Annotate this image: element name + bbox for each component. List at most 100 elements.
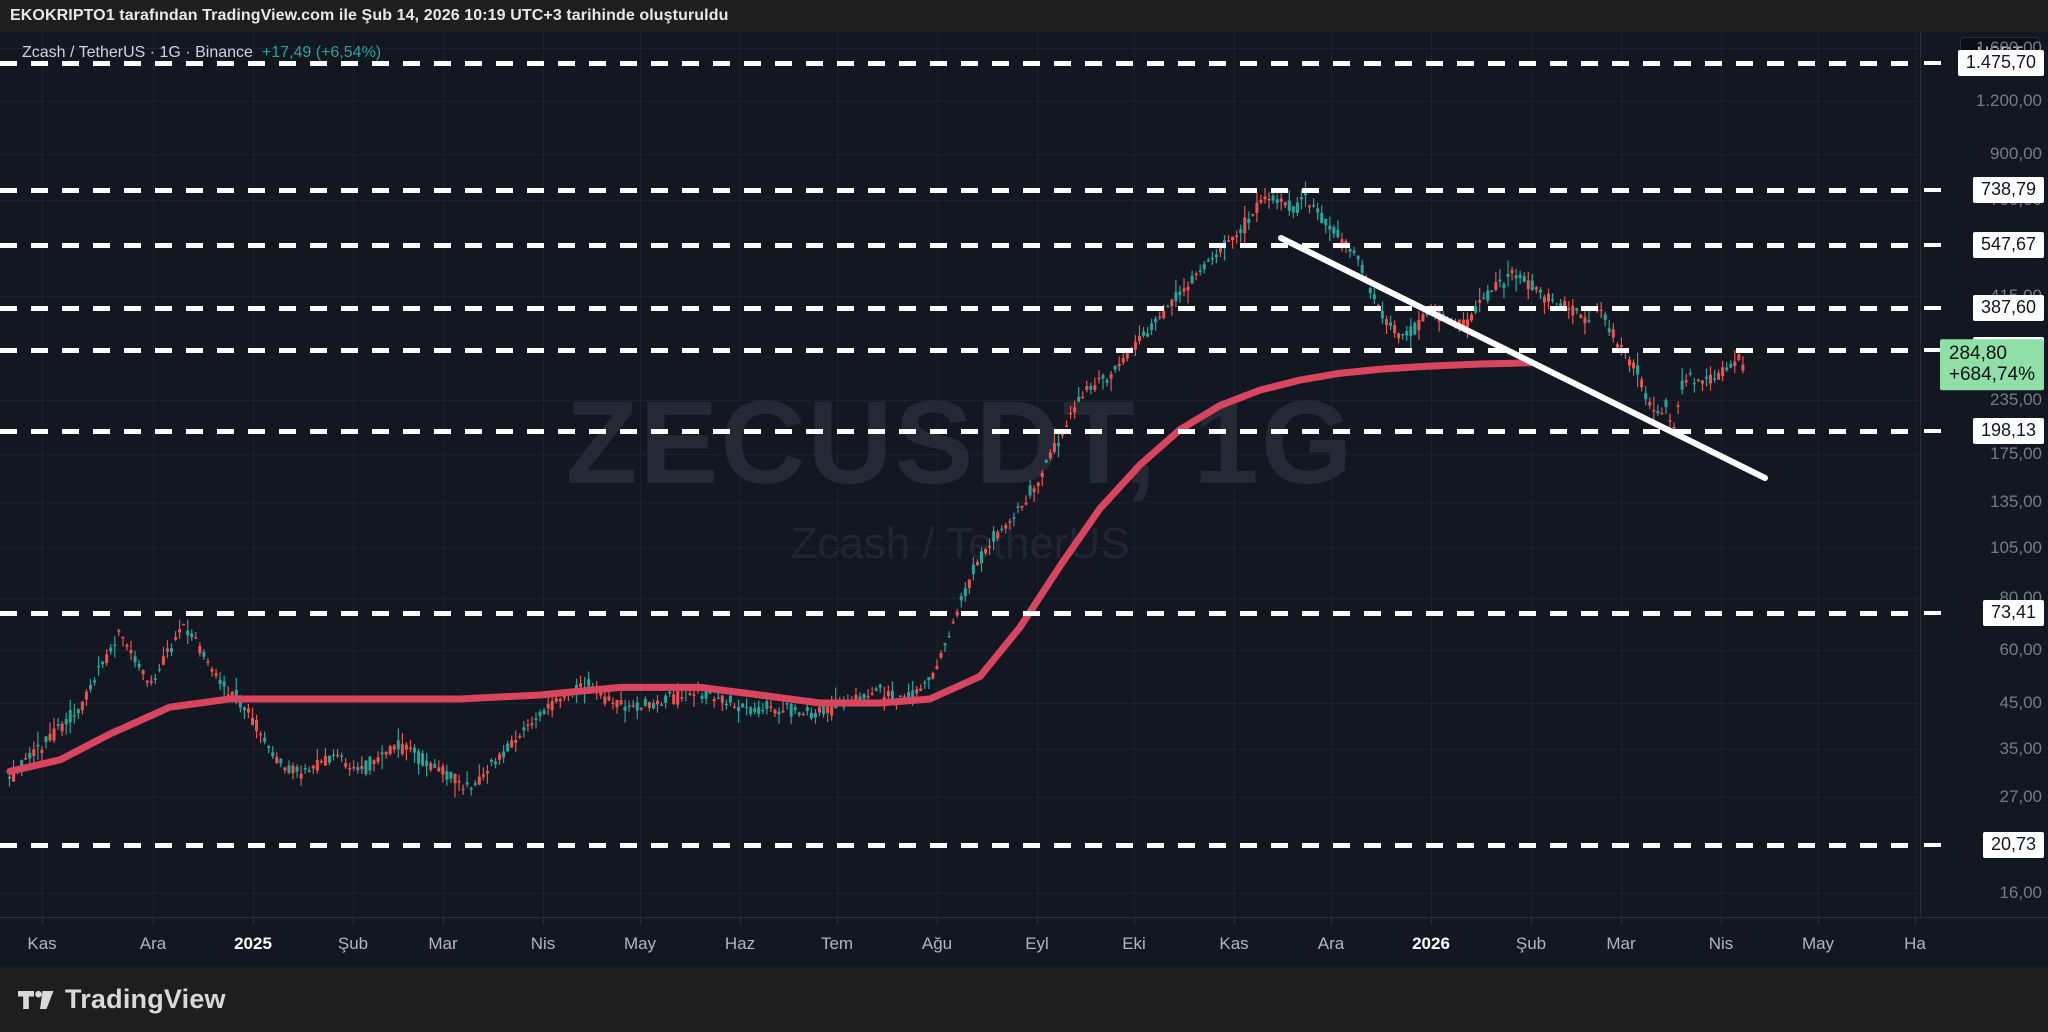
time-axis-separator [253, 918, 254, 925]
candle-body [1243, 217, 1247, 234]
candle-body [1109, 374, 1113, 379]
price-level-line[interactable] [0, 843, 1920, 849]
legend-symbol-title: Zcash / TetherUS · 1G · Binance [22, 44, 253, 61]
candle-body [575, 685, 578, 691]
time-axis-separator [1621, 918, 1622, 925]
candle-body [761, 709, 765, 712]
candle-body [404, 744, 408, 750]
time-axis-tick: Kas [1219, 934, 1249, 953]
price-level-tag[interactable]: 387,60 [1972, 295, 2044, 322]
grid-line-vertical [1721, 32, 1722, 917]
candle-body [660, 704, 664, 707]
price-level-tag[interactable]: 198,13 [1972, 418, 2044, 445]
candle-body [1279, 198, 1283, 202]
candle-body [1385, 319, 1388, 326]
grid-line-horizontal [0, 892, 1920, 894]
candle-body [797, 712, 801, 715]
candle-body [1542, 296, 1546, 303]
price-level-line[interactable] [0, 242, 1920, 248]
price-axis[interactable]: USDT 1.600,001.200,00900,00700,00415,002… [1920, 32, 2048, 917]
candle-body [801, 714, 805, 716]
candle-body [1583, 317, 1587, 324]
candle-body [716, 697, 720, 700]
price-level-line[interactable] [0, 611, 1920, 617]
candle-body [656, 700, 659, 705]
candle-body [1498, 279, 1502, 282]
candle-body [1684, 380, 1688, 383]
price-level-tag[interactable]: 20,73 [1982, 832, 2044, 859]
candle-body [40, 749, 44, 754]
candle-body [417, 751, 421, 765]
candle-body [1214, 254, 1218, 258]
candle-body [170, 648, 173, 653]
candle-body [1660, 413, 1664, 415]
time-axis[interactable]: Kas Ara 2025 Şub Mar Nis May Haz Tem Ağu Eyl Eki Kas… [0, 917, 2048, 967]
candle-body [1267, 198, 1271, 201]
candle-body [210, 668, 214, 672]
grid-line-vertical [1915, 32, 1916, 917]
time-axis-separator [1134, 918, 1135, 925]
downtrend-line[interactable] [1278, 235, 1768, 481]
candle-body [315, 759, 319, 771]
candle-body [959, 596, 963, 601]
candle-body [1510, 270, 1514, 274]
candle-body [1178, 291, 1182, 295]
candle-body [514, 739, 518, 743]
candle-body [1696, 379, 1700, 382]
candle-body [502, 751, 506, 758]
candle-body [874, 688, 878, 691]
candle-body [1320, 212, 1324, 223]
time-axis-tick: May [623, 934, 657, 953]
time-axis-separator [1331, 918, 1332, 925]
candle-body [1133, 341, 1137, 350]
candle-body [307, 770, 311, 772]
candle-body [971, 564, 975, 574]
candle-body [121, 636, 125, 639]
candle-body [704, 691, 708, 699]
candle-body [1348, 248, 1352, 252]
candle-body [1470, 314, 1474, 321]
grid-line-horizontal [0, 702, 1920, 704]
price-axis-tick: 175,00 [1990, 444, 2042, 464]
price-level-line[interactable] [0, 429, 1920, 435]
candle-body [1275, 199, 1279, 204]
candle-body [275, 756, 279, 764]
chart-legend[interactable]: Zcash / TetherUS · 1G · Binance +17,49 (… [22, 44, 381, 62]
candle-body [161, 656, 165, 665]
price-axis-tick: 135,00 [1990, 491, 2042, 511]
grid-line-horizontal [0, 547, 1920, 549]
price-level-tag[interactable]: 547,67 [1972, 231, 2044, 258]
candle-body [477, 776, 481, 785]
candle-body [1069, 412, 1073, 415]
candle-body [1672, 426, 1676, 429]
price-level-tag[interactable]: 738,79 [1972, 177, 2044, 204]
candle-body [579, 683, 583, 687]
price-level-tag[interactable]: 1.475,70 [1957, 50, 2044, 77]
candle-body [1506, 273, 1510, 277]
chart-plot-area[interactable]: ZECUSDT, 1G Zcash / TetherUS Zcash / Tet… [0, 32, 1920, 917]
price-level-tag[interactable]: 73,41 [1982, 600, 2044, 627]
price-level-line[interactable] [0, 188, 1920, 194]
price-axis-tick: 27,00 [1999, 786, 2042, 806]
candle-body [558, 698, 562, 702]
candle-body [84, 691, 88, 700]
grid-line-horizontal [0, 199, 1920, 201]
candle-body [1688, 372, 1692, 375]
candle-body [1263, 196, 1267, 200]
candle-body [364, 760, 368, 774]
price-level-line[interactable] [0, 306, 1920, 312]
price-level-line[interactable] [0, 61, 1920, 67]
candle-body [611, 702, 615, 705]
candle-body [1247, 218, 1251, 224]
candle-body [822, 705, 826, 715]
candle-body [234, 689, 238, 699]
candle-body [737, 707, 740, 712]
price-level-line[interactable] [0, 348, 1920, 354]
grid-line-horizontal [0, 400, 1920, 401]
tradingview-logo[interactable]: TradingView [18, 984, 226, 1015]
last-price-value: 284,80 [1948, 343, 2008, 365]
candle-body [1028, 485, 1032, 496]
time-axis-tick: Ara [139, 934, 167, 953]
price-level-dash [1924, 188, 1941, 193]
candle-body [1024, 502, 1028, 505]
